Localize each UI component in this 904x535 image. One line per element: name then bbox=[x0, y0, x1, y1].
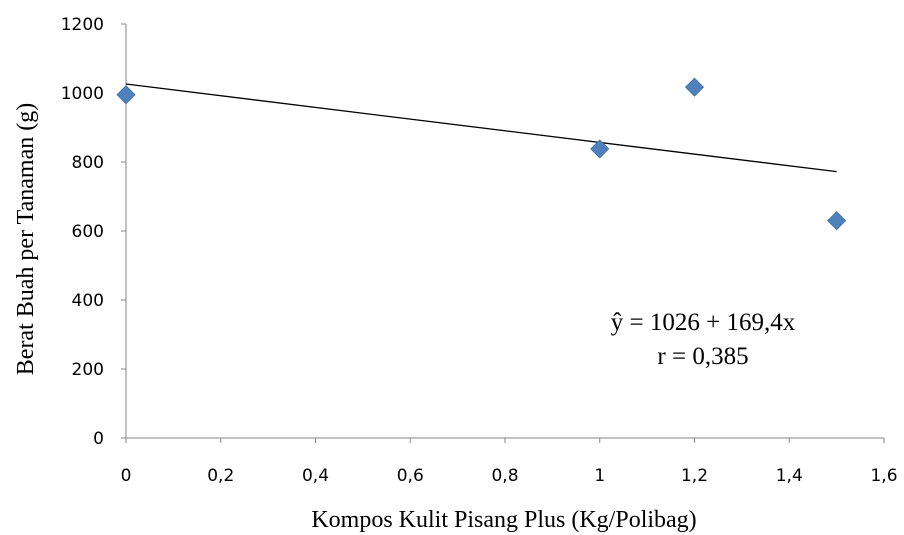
y-tick-label: 800 bbox=[72, 153, 104, 173]
y-tick-label: 1000 bbox=[61, 84, 104, 104]
data-point-diamond bbox=[590, 139, 610, 159]
data-points bbox=[116, 77, 847, 231]
x-tick-label: 1 bbox=[594, 466, 605, 486]
trendline bbox=[125, 83, 837, 173]
regression-equation: ŷ = 1026 + 169,4x bbox=[611, 309, 796, 336]
x-tick-label: 1,6 bbox=[870, 466, 897, 486]
x-tick-label: 0,6 bbox=[397, 466, 424, 486]
y-tick-label: 400 bbox=[72, 291, 104, 311]
x-tick-label: 0,2 bbox=[207, 466, 234, 486]
correlation-coefficient: r = 0,385 bbox=[657, 343, 748, 370]
x-tick-label: 0,4 bbox=[302, 466, 329, 486]
y-tick-label: 200 bbox=[72, 360, 104, 380]
x-axis-title: Kompos Kulit Pisang Plus (Kg/Polibag) bbox=[311, 507, 696, 533]
tick-labels: 0 200 400 600 800 1000 1200 0 0,2 0,4 0,6 0,8 1 1,2 1,… bbox=[61, 15, 898, 486]
data-point-diamond bbox=[116, 85, 136, 105]
x-tick-label: 1,2 bbox=[681, 466, 708, 486]
y-tick-label: 600 bbox=[72, 222, 104, 242]
trendline-group bbox=[125, 83, 837, 173]
x-tick-label: 0 bbox=[121, 466, 132, 486]
x-tick-label: 0,8 bbox=[491, 466, 518, 486]
data-point-diamond bbox=[827, 211, 847, 231]
y-tick-label: 0 bbox=[93, 429, 104, 449]
axes bbox=[121, 23, 885, 443]
y-tick-label: 1200 bbox=[61, 15, 104, 35]
y-axis-title: Berat Buah per Tanaman (g) bbox=[13, 103, 39, 375]
x-tick-label: 1,4 bbox=[776, 466, 803, 486]
data-point-diamond bbox=[684, 77, 705, 97]
